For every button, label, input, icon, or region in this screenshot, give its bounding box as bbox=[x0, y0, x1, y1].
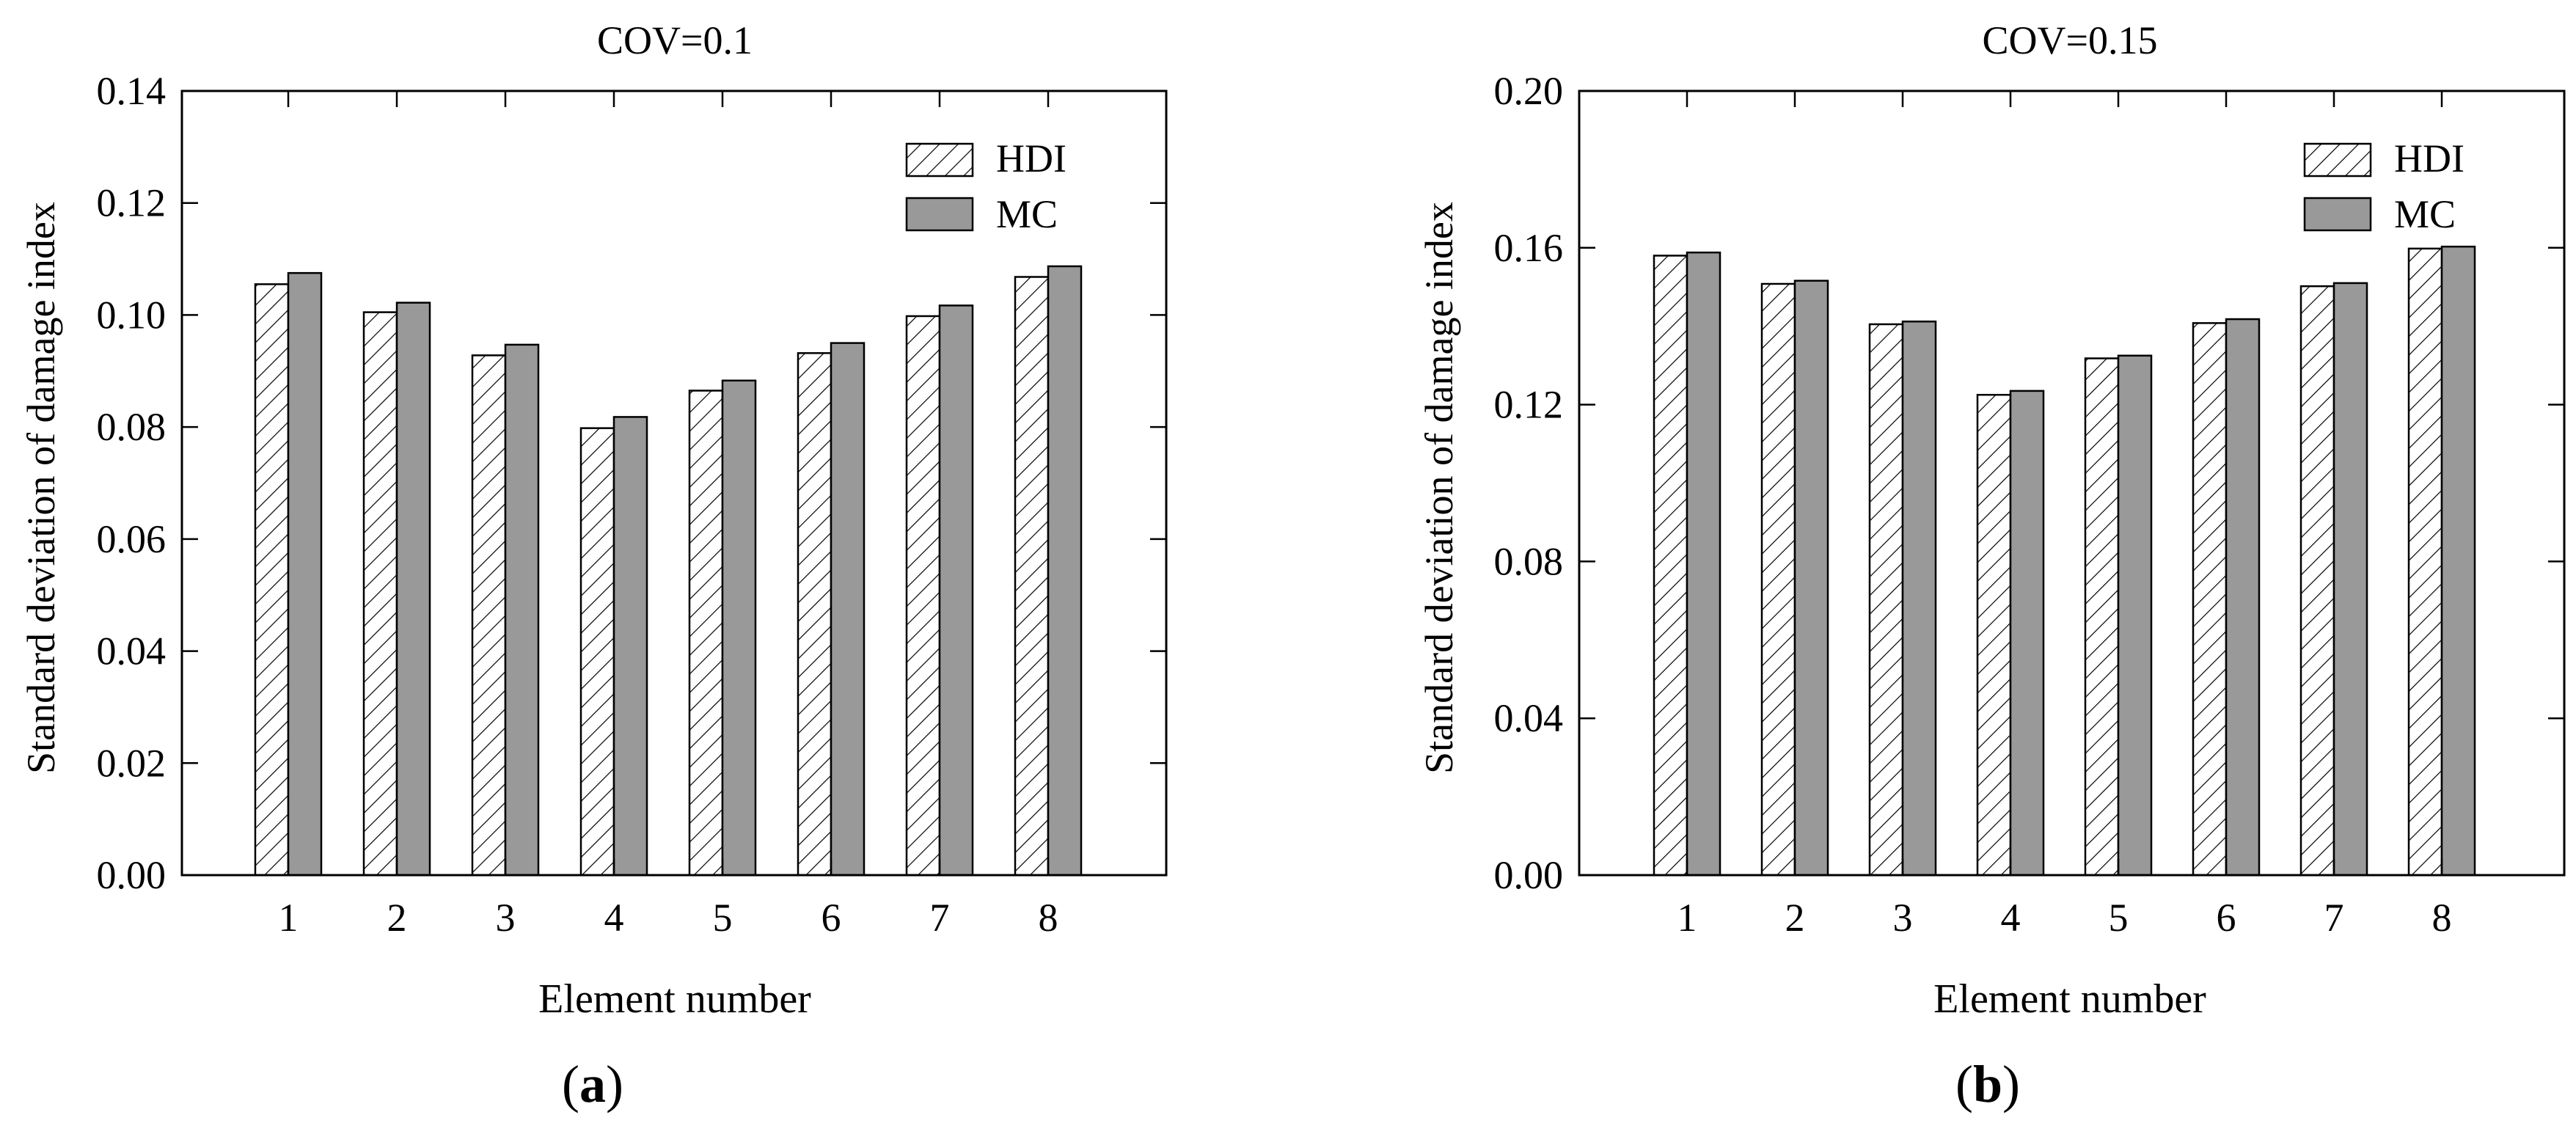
y-tick-label: 0.00 bbox=[97, 853, 167, 897]
x-tick-labels: 1 2 3 4 5 6 7 8 bbox=[1677, 896, 2452, 940]
y-tick-label: 0.12 bbox=[1494, 383, 1564, 427]
legend-swatch-hdi bbox=[905, 142, 974, 178]
legend: HDI MC bbox=[2303, 136, 2465, 236]
y-tick-label: 0.08 bbox=[97, 405, 167, 449]
y-tick-label: 0.02 bbox=[97, 741, 167, 785]
y-tick-label: 0.04 bbox=[1494, 696, 1564, 740]
x-tick-label: 7 bbox=[2324, 896, 2344, 940]
bar-mc-7 bbox=[938, 304, 974, 877]
bar-mc-8 bbox=[2440, 245, 2476, 877]
legend-swatch-mc bbox=[905, 197, 974, 232]
axes bbox=[1578, 89, 2566, 877]
legend: HDI MC bbox=[905, 136, 1066, 236]
y-tick-label: 0.04 bbox=[97, 629, 167, 673]
bar-mc-6 bbox=[2225, 318, 2261, 877]
chart-panel-a: COV=0.1 0.00 0.02 0.04 0.06 0.08 0.10 0.12 0.14… bbox=[19, 18, 1168, 1114]
bar-mc-1 bbox=[287, 271, 323, 877]
bar-mc-3 bbox=[504, 343, 540, 877]
x-axis-label: Element number bbox=[538, 976, 811, 1022]
bar-hdi-5 bbox=[2084, 357, 2120, 877]
panel-label: (b) bbox=[1955, 1055, 2020, 1114]
bar-hdi-4 bbox=[1976, 393, 2012, 877]
bar-mc-3 bbox=[1901, 321, 1937, 877]
x-tick-label: 7 bbox=[930, 896, 950, 940]
bar-mc-8 bbox=[1047, 265, 1083, 877]
x-tick-label: 1 bbox=[1677, 896, 1697, 940]
panel-label-letter: a bbox=[579, 1055, 606, 1114]
y-axis-label: Standard deviation of damage index bbox=[1417, 202, 1461, 774]
legend-swatch-mc bbox=[2303, 197, 2372, 232]
x-tick-label: 4 bbox=[604, 896, 624, 940]
bar-hdi-2 bbox=[1760, 282, 1796, 877]
bar-mc-5 bbox=[2117, 354, 2153, 877]
x-tick-label: 3 bbox=[496, 896, 516, 940]
x-tick-label: 1 bbox=[279, 896, 299, 940]
panel-label-letter: b bbox=[1973, 1055, 2002, 1114]
y-tick-label: 0.16 bbox=[1494, 226, 1564, 270]
panel-label: (a) bbox=[562, 1055, 623, 1114]
bar-mc-2 bbox=[1793, 279, 1829, 877]
axes-frame bbox=[1578, 89, 2566, 877]
x-tick-label: 5 bbox=[2109, 896, 2129, 940]
bar-mc-1 bbox=[1686, 251, 1721, 877]
bar-mc-5 bbox=[721, 379, 757, 877]
bar-mc-4 bbox=[612, 416, 648, 877]
x-tick-label: 6 bbox=[822, 896, 841, 940]
y-tick-label: 0.06 bbox=[97, 517, 167, 561]
bar-hdi-3 bbox=[1868, 323, 1904, 877]
legend-swatch-hdi bbox=[2303, 142, 2372, 178]
x-tick-label: 6 bbox=[2217, 896, 2236, 940]
bar-hdi-1 bbox=[254, 283, 290, 877]
y-tick-label: 0.08 bbox=[1494, 539, 1564, 583]
axes bbox=[180, 89, 1168, 877]
y-tick-labels: 0.00 0.02 0.04 0.06 0.08 0.10 0.12 0.14 bbox=[97, 69, 167, 897]
bar-mc-6 bbox=[830, 342, 866, 877]
y-tick-label: 0.00 bbox=[1494, 853, 1564, 897]
bar-hdi-8 bbox=[2407, 247, 2443, 877]
y-tick-label: 0.20 bbox=[1494, 69, 1564, 113]
bar-series-group bbox=[254, 265, 1083, 877]
y-axis-label: Standard deviation of damage index bbox=[19, 202, 63, 774]
chart-panel-b: COV=0.15 0.00 0.04 0.08 0.12 0.16 0.20 1 2 3 4 5 6… bbox=[1417, 18, 2566, 1114]
x-tick-label: 3 bbox=[1893, 896, 1913, 940]
bar-hdi-7 bbox=[905, 315, 941, 877]
chart-title: COV=0.15 bbox=[1983, 18, 2158, 62]
x-tick-label: 8 bbox=[2432, 896, 2452, 940]
bar-hdi-3 bbox=[471, 354, 507, 877]
bar-hdi-6 bbox=[797, 352, 833, 877]
bar-mc-2 bbox=[395, 301, 431, 877]
bar-series-group bbox=[1653, 245, 2476, 877]
chart-title: COV=0.1 bbox=[597, 18, 753, 62]
x-tick-label: 8 bbox=[1039, 896, 1058, 940]
bar-hdi-1 bbox=[1653, 255, 1688, 877]
legend-label-hdi: HDI bbox=[996, 136, 1066, 180]
legend-label-mc: MC bbox=[2394, 192, 2456, 236]
legend-label-mc: MC bbox=[996, 192, 1058, 236]
x-axis-label: Element number bbox=[1933, 976, 2206, 1022]
bar-mc-7 bbox=[2332, 282, 2368, 877]
axes-frame bbox=[180, 89, 1168, 877]
x-tick-label: 4 bbox=[2001, 896, 2021, 940]
x-tick-label: 5 bbox=[713, 896, 733, 940]
bar-hdi-2 bbox=[362, 311, 398, 877]
y-tick-label: 0.14 bbox=[97, 69, 167, 113]
x-tick-label: 2 bbox=[1785, 896, 1805, 940]
bar-hdi-5 bbox=[688, 390, 724, 877]
legend-label-hdi: HDI bbox=[2394, 136, 2465, 180]
bar-hdi-7 bbox=[2299, 285, 2335, 877]
bar-hdi-6 bbox=[2192, 322, 2228, 877]
bar-mc-4 bbox=[2009, 390, 2045, 877]
y-tick-label: 0.12 bbox=[97, 181, 167, 225]
x-tick-label: 2 bbox=[387, 896, 407, 940]
bar-hdi-8 bbox=[1014, 276, 1050, 877]
y-tick-label: 0.10 bbox=[97, 293, 167, 337]
bar-hdi-4 bbox=[579, 427, 615, 877]
y-tick-labels: 0.00 0.04 0.08 0.12 0.16 0.20 bbox=[1494, 69, 1564, 897]
x-tick-labels: 1 2 3 4 5 6 7 8 bbox=[279, 896, 1058, 940]
